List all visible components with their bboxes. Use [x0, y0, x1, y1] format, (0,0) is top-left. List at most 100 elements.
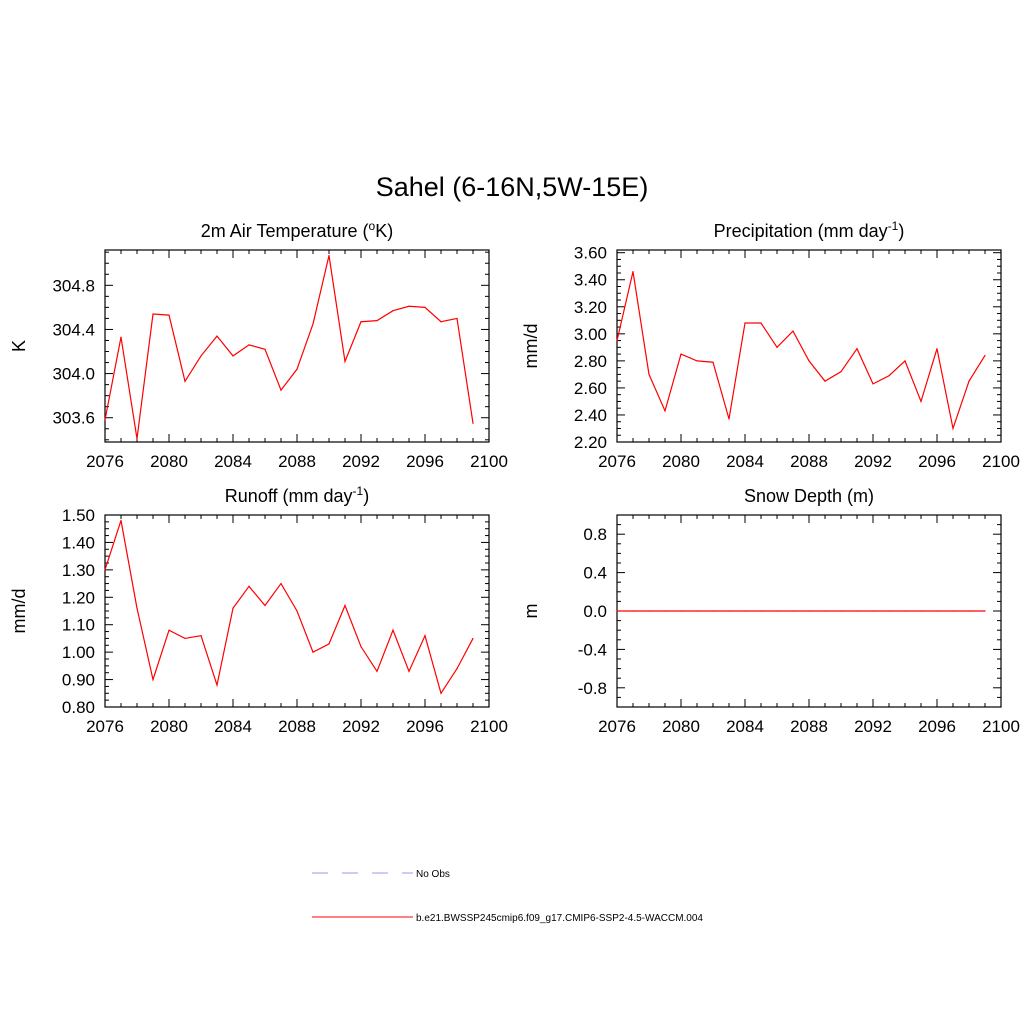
plot-frame: [616, 249, 1002, 443]
panels: 2m Air Temperature (oK) K 2076 2080 2084 2088…: [9, 219, 1020, 736]
data-point: [152, 313, 154, 315]
y-tick-label: 2.60: [574, 379, 607, 398]
y-tick-label: 3.40: [574, 271, 607, 290]
data-point: [296, 610, 298, 612]
panel-title: 2m Air Temperature (oK): [201, 219, 393, 241]
panel-title-end: K): [375, 221, 393, 241]
data-point: [424, 635, 426, 637]
data-point: [856, 610, 858, 612]
data-point: [440, 321, 442, 323]
y-tick-label: 2.40: [574, 406, 607, 425]
y-tick-label: 0.8: [583, 525, 607, 544]
y-tick-label: 1.20: [62, 588, 95, 607]
data-point: [792, 330, 794, 332]
data-point: [712, 610, 714, 612]
y-tick-label: 1.50: [62, 506, 95, 525]
y-tick-label: 0.80: [62, 698, 95, 717]
data-point: [840, 610, 842, 612]
x-tick-label: 2076: [598, 452, 636, 471]
data-point: [920, 610, 922, 612]
panel-2: Precipitation (mm day-1) mm/d 2076 2080 2084…: [521, 219, 1020, 471]
data-point: [232, 607, 234, 609]
data-point: [232, 355, 234, 357]
data-point: [728, 418, 730, 420]
data-point: [776, 610, 778, 612]
y-tick-label: 1.10: [62, 616, 95, 635]
panel-title-text: 2m Air Temperature (: [201, 221, 369, 241]
data-point: [200, 355, 202, 357]
data-point: [456, 317, 458, 320]
data-point: [248, 344, 250, 346]
data-point: [984, 610, 986, 612]
data-point: [280, 582, 282, 585]
y-axis-label: mm/d: [9, 589, 29, 634]
data-point: [200, 635, 202, 637]
y-tick-label: 304.0: [52, 365, 95, 384]
y-tick-label: -0.4: [578, 640, 607, 659]
panel-title-text: Snow Depth (m): [744, 486, 874, 506]
data-point: [648, 610, 650, 612]
data-point: [408, 305, 410, 307]
data-point: [616, 339, 618, 342]
data-point: [648, 373, 650, 375]
data-point: [264, 604, 266, 607]
x-tick-label: 2100: [982, 717, 1020, 736]
x-tick-label: 2084: [214, 717, 252, 736]
y-tick-label: 304.8: [52, 276, 95, 295]
data-point: [456, 668, 458, 670]
data-point: [184, 637, 186, 640]
y-axis-label: mm/d: [521, 324, 541, 369]
data-point: [680, 353, 682, 355]
x-tick-label: 2092: [854, 717, 892, 736]
data-point: [136, 607, 138, 609]
data-point: [376, 670, 378, 672]
x-tick-label: 2096: [918, 452, 956, 471]
plot-frame: [104, 249, 490, 443]
data-point: [264, 348, 266, 350]
data-point: [888, 610, 890, 612]
data-point: [792, 610, 794, 612]
data-point: [312, 323, 314, 325]
x-tick-label: 2100: [470, 717, 508, 736]
data-point: [696, 610, 698, 612]
series-line-1: [104, 255, 474, 439]
data-point: [664, 610, 666, 612]
x-tick-label: 2080: [150, 717, 188, 736]
series-line-1: [616, 271, 986, 431]
panel-title-superscript: -1: [888, 219, 899, 233]
data-point: [872, 610, 874, 612]
data-point: [312, 651, 314, 653]
data-point: [424, 306, 426, 308]
data-point: [760, 610, 762, 612]
data-point: [136, 438, 138, 440]
x-tick-label: 2100: [470, 452, 508, 471]
data-point: [616, 610, 618, 612]
y-axis-label: m: [521, 604, 541, 619]
data-point: [392, 629, 394, 631]
data-point: [280, 389, 282, 391]
data-point: [632, 610, 634, 612]
data-point: [360, 646, 362, 648]
panel-title: Snow Depth (m): [744, 486, 874, 506]
data-point: [936, 348, 938, 350]
data-point: [680, 610, 682, 612]
data-point: [920, 400, 922, 403]
panel-4: Snow Depth (m) m 2076 2080 2084 2088 2092 2096 2…: [521, 486, 1020, 736]
data-point: [968, 380, 970, 382]
data-point: [712, 361, 714, 363]
data-point: [152, 678, 154, 681]
data-point: [744, 322, 746, 324]
data-point: [632, 271, 634, 273]
data-point: [728, 610, 730, 612]
data-point: [472, 637, 474, 640]
data-point: [888, 375, 890, 377]
data-point: [408, 670, 410, 672]
series-line-1: [104, 520, 474, 695]
y-tick-label: 1.40: [62, 533, 95, 552]
x-tick-label: 2092: [854, 452, 892, 471]
y-tick-label: 0.4: [583, 564, 607, 583]
x-tick-label: 2076: [598, 717, 636, 736]
data-point: [216, 684, 218, 686]
data-point: [824, 380, 826, 382]
data-point: [328, 643, 330, 645]
